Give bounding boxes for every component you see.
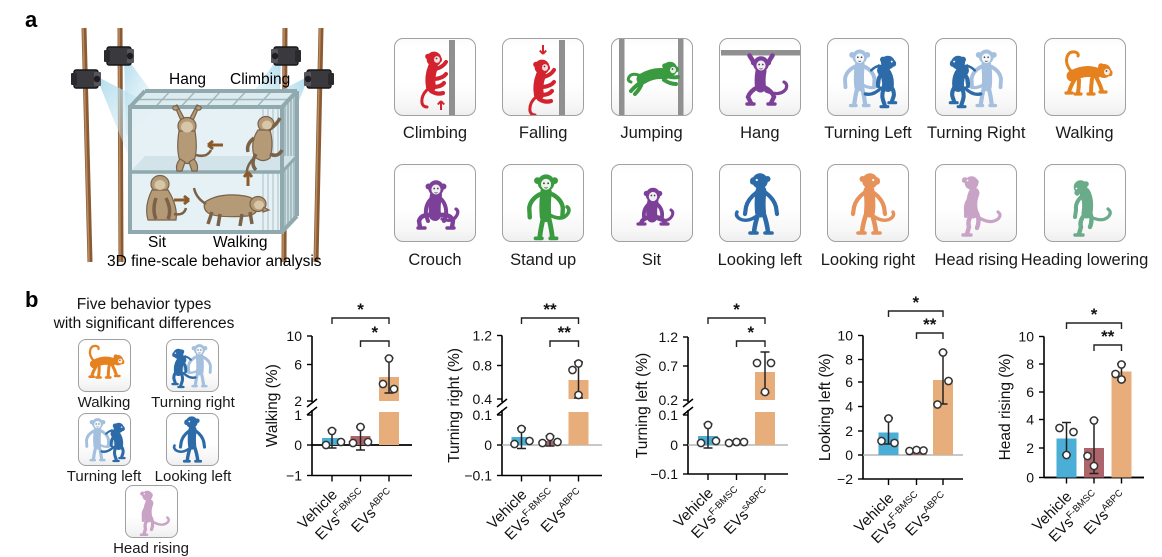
svg-text:0: 0 xyxy=(484,437,492,453)
svg-text:Looking left (%): Looking left (%) xyxy=(817,353,834,461)
svg-text:−1: −1 xyxy=(286,468,302,484)
svg-text:0.2: 0.2 xyxy=(659,392,679,408)
svg-text:0: 0 xyxy=(1026,470,1034,486)
svg-text:0.8: 0.8 xyxy=(472,358,492,374)
svg-text:−0.1: −0.1 xyxy=(464,468,492,484)
svg-text:*: * xyxy=(733,300,740,319)
svg-text:2: 2 xyxy=(1026,440,1034,456)
svg-text:2: 2 xyxy=(294,393,302,409)
svg-text:Turning right (%): Turning right (%) xyxy=(446,348,463,463)
svg-text:6: 6 xyxy=(845,374,853,390)
svg-text:Turning left (%): Turning left (%) xyxy=(634,353,651,458)
svg-text:**: ** xyxy=(1101,327,1115,346)
svg-text:**: ** xyxy=(923,315,937,334)
svg-text:10: 10 xyxy=(837,328,853,344)
svg-text:0: 0 xyxy=(294,437,302,453)
svg-text:2: 2 xyxy=(845,423,853,439)
svg-text:8: 8 xyxy=(845,352,853,368)
svg-text:*: * xyxy=(371,323,378,342)
svg-text:Walking (%): Walking (%) xyxy=(264,364,281,447)
svg-text:0: 0 xyxy=(670,437,678,453)
svg-text:Head rising (%): Head rising (%) xyxy=(997,354,1014,461)
svg-text:−2: −2 xyxy=(837,471,853,487)
svg-text:0: 0 xyxy=(845,447,853,463)
svg-text:−0.1: −0.1 xyxy=(650,466,678,482)
svg-text:0.1: 0.1 xyxy=(472,407,492,423)
svg-text:4: 4 xyxy=(845,399,853,415)
svg-text:0.1: 0.1 xyxy=(659,407,679,423)
svg-text:4: 4 xyxy=(1026,412,1034,428)
svg-text:10: 10 xyxy=(286,328,302,344)
svg-text:1.2: 1.2 xyxy=(659,329,679,345)
svg-text:**: ** xyxy=(557,323,571,342)
svg-text:*: * xyxy=(357,300,364,319)
svg-text:0.4: 0.4 xyxy=(472,391,492,407)
svg-text:0.7: 0.7 xyxy=(659,358,679,374)
svg-text:1.2: 1.2 xyxy=(472,328,492,344)
svg-text:**: ** xyxy=(543,300,557,319)
svg-text:6: 6 xyxy=(294,357,302,373)
svg-text:*: * xyxy=(747,323,754,342)
svg-text:1: 1 xyxy=(294,407,302,423)
svg-text:*: * xyxy=(912,293,919,312)
svg-text:6: 6 xyxy=(1026,384,1034,400)
svg-text:*: * xyxy=(1090,305,1097,324)
svg-text:8: 8 xyxy=(1026,356,1034,372)
svg-text:10: 10 xyxy=(1018,329,1034,345)
